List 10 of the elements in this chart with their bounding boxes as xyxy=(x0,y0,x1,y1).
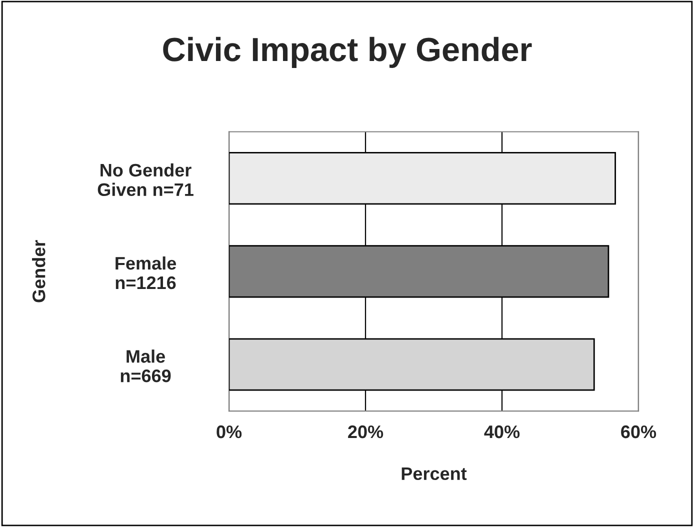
x-tick-label: 60% xyxy=(621,425,656,438)
y-axis-title: Gender xyxy=(32,240,46,302)
x-tick-label: 0% xyxy=(216,425,242,438)
y-tick-label: Female n=1216 xyxy=(116,256,176,290)
y-tick-label: Male n=669 xyxy=(120,350,171,382)
chart-title: Civic Impact by Gender xyxy=(163,36,532,68)
x-tick-label: 40% xyxy=(484,425,520,438)
x-tick-label: 20% xyxy=(348,425,384,438)
x-axis-title: Percent xyxy=(402,467,467,480)
y-tick-label: No Gender Given n=71 xyxy=(98,163,194,196)
